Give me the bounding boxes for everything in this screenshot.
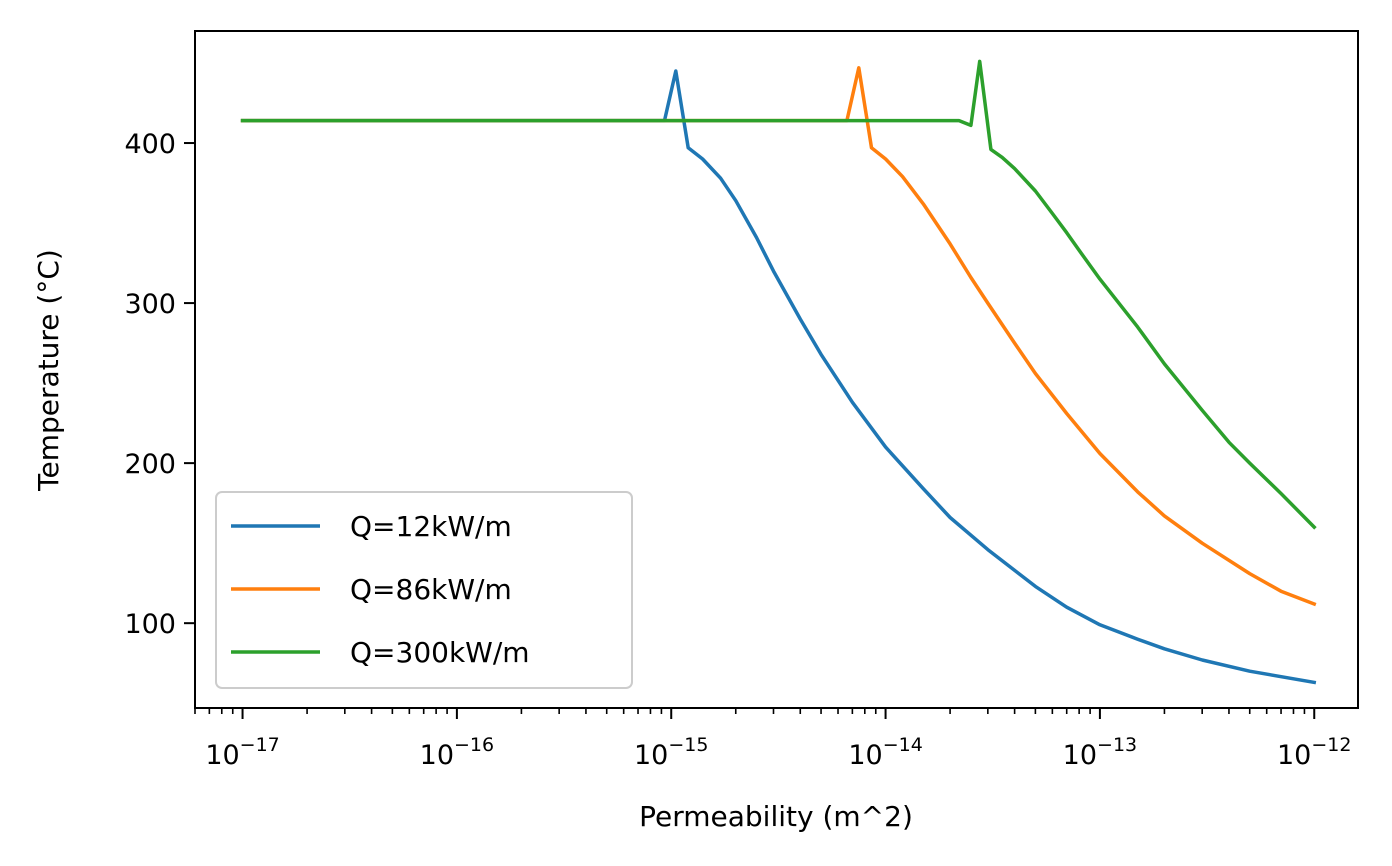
plot-frame xyxy=(194,30,1359,709)
x-tick-label: 10−13 xyxy=(1063,734,1137,771)
y-tick-label: 300 xyxy=(124,289,176,320)
series-line-2 xyxy=(240,66,1317,607)
series-line-1 xyxy=(240,69,1317,685)
legend-label-1: Q=12kW/m xyxy=(350,510,512,543)
x-tick-label: 10−16 xyxy=(420,734,494,771)
y-axis: 100 200 300 400 xyxy=(124,129,195,640)
x-axis: 10−17 10−16 10−15 10−14 10−13 10−12 xyxy=(194,708,1351,771)
series-line-3 xyxy=(240,59,1317,530)
x-tick-label: 10−12 xyxy=(1277,734,1351,771)
y-tick-label: 100 xyxy=(124,609,176,640)
legend-label-3: Q=300kW/m xyxy=(350,636,530,669)
y-axis-label: Temperature (°C) xyxy=(32,249,65,492)
series-layer xyxy=(240,59,1317,685)
legend: Q=12kW/m Q=86kW/m Q=300kW/m xyxy=(215,491,633,689)
y-tick-label: 400 xyxy=(124,129,176,160)
x-tick-label: 10−17 xyxy=(205,734,279,771)
x-tick-label: 10−15 xyxy=(634,734,708,771)
x-axis-label: Permeability (m^2) xyxy=(639,800,913,833)
legend-box xyxy=(215,491,633,689)
x-tick-label: 10−14 xyxy=(848,734,922,771)
y-tick-label: 200 xyxy=(124,449,176,480)
legend-label-2: Q=86kW/m xyxy=(350,573,512,606)
